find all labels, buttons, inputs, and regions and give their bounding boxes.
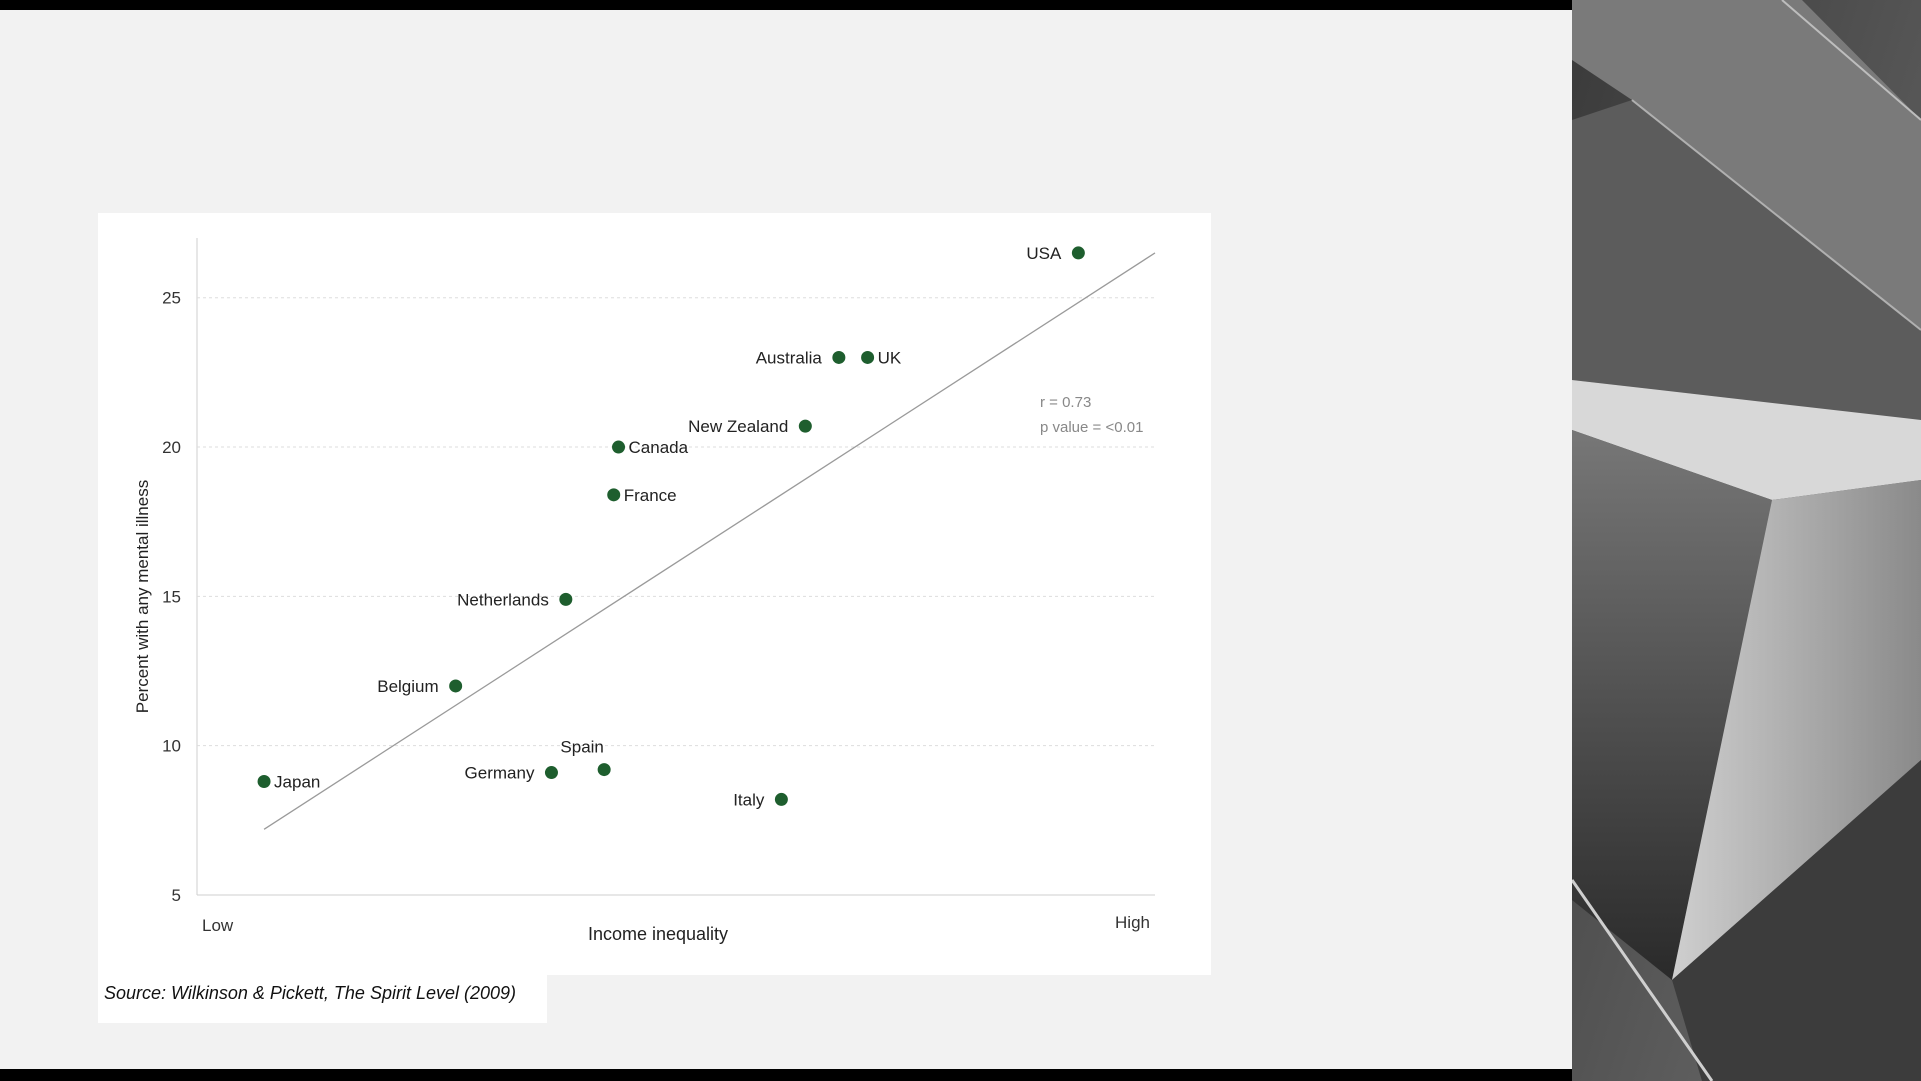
data-point [798,419,812,433]
data-point [597,763,611,777]
y-tick-label: 15 [162,587,181,606]
slide: 5 10 15 20 25 Low High Income inequality Percent… [0,10,1572,1069]
star-sculpture-image [1572,0,1921,1081]
decorative-star-photo [1572,0,1921,1081]
scatter-chart: 5 10 15 20 25 Low High Income inequality Percent… [133,238,1156,944]
data-point-label: New Zealand [688,417,788,436]
data-point [861,350,875,364]
trend-line [263,252,1156,830]
data-point [832,350,846,364]
y-tick-label: 25 [162,289,181,308]
data-point [607,488,621,502]
data-point-label: USA [1026,244,1062,263]
data-point-label: Belgium [377,677,438,696]
data-point [544,766,558,780]
data-point-label: UK [878,348,902,367]
correlation-annotation: p value = <0.01 [1040,419,1143,436]
y-tick-label: 10 [162,737,181,756]
data-point-label: Netherlands [457,590,549,609]
data-point-label: Canada [629,438,689,457]
data-point-label: Spain [560,738,603,757]
data-point-label: Germany [465,764,535,783]
data-point-label: Italy [733,790,765,809]
x-tick-label-low: Low [202,916,234,935]
source-caption: Source: Wilkinson & Pickett, The Spirit … [104,983,517,1003]
data-point [1071,246,1085,260]
data-point-label: Japan [274,773,320,792]
y-axis-label: Percent with any mental illness [133,480,152,713]
data-point [612,440,626,454]
correlation-annotation: r = 0.73 [1040,394,1091,411]
x-axis-label: Income inequality [588,924,728,944]
data-point-label: Australia [756,348,823,367]
y-tick-label: 20 [162,438,181,457]
chart-card: 5 10 15 20 25 Low High Income inequality Percent… [98,213,1211,975]
data-point [257,775,271,789]
data-point [449,679,463,693]
data-point [774,792,788,806]
y-tick-label: 5 [172,886,181,905]
source-box: Source: Wilkinson & Pickett, The Spirit … [98,975,547,1023]
x-tick-label-high: High [1115,913,1150,932]
data-point-label: France [624,486,677,505]
data-point [559,592,573,606]
